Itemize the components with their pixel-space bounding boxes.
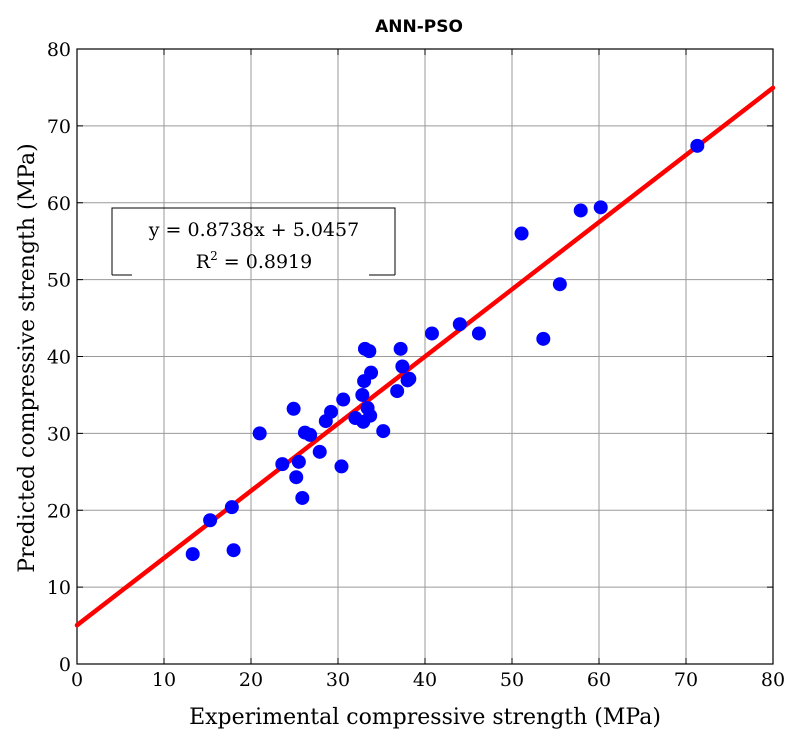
data-point bbox=[226, 543, 241, 558]
fit-line bbox=[74, 85, 776, 628]
data-point bbox=[286, 401, 301, 416]
data-point bbox=[334, 459, 349, 474]
y-axis-label: Predicted compressive strength (MPa) bbox=[15, 143, 40, 572]
fit-equation: y = 0.8738x + 5.0457 bbox=[148, 219, 359, 241]
r-squared: R2 = 0.8919 bbox=[196, 249, 312, 273]
y-tick-label: 60 bbox=[47, 193, 71, 215]
x-tick-label: 0 bbox=[71, 669, 83, 691]
data-point bbox=[593, 200, 608, 215]
equation-box-outline bbox=[111, 207, 396, 276]
data-point bbox=[452, 317, 467, 332]
r-squared-exponent: 2 bbox=[210, 249, 218, 263]
data-point bbox=[536, 331, 551, 346]
data-points bbox=[185, 138, 705, 562]
x-tick-label: 60 bbox=[587, 669, 611, 691]
y-tick-label: 0 bbox=[59, 654, 71, 676]
y-tick-label: 20 bbox=[47, 500, 71, 522]
r-squared-value: = 0.8919 bbox=[218, 251, 312, 273]
y-tick-label: 30 bbox=[47, 423, 71, 445]
data-point bbox=[364, 365, 379, 380]
x-tick-label: 30 bbox=[326, 669, 350, 691]
data-point bbox=[376, 424, 391, 439]
x-tick-label: 70 bbox=[674, 669, 698, 691]
y-tick-label: 40 bbox=[47, 347, 71, 369]
data-point bbox=[424, 326, 439, 341]
fit-line-group bbox=[74, 85, 776, 628]
data-point bbox=[362, 344, 377, 359]
data-point bbox=[395, 359, 410, 374]
data-point bbox=[295, 490, 310, 505]
data-point bbox=[224, 500, 239, 515]
y-tick-label: 10 bbox=[47, 577, 71, 599]
data-point bbox=[393, 341, 408, 356]
data-point bbox=[552, 277, 567, 292]
data-point bbox=[690, 138, 705, 153]
x-tick-label: 20 bbox=[239, 669, 263, 691]
chart-title: ANN-PSO bbox=[375, 17, 463, 37]
data-point bbox=[514, 226, 529, 241]
equation-box: y = 0.8738x + 5.0457 R2 = 0.8919 bbox=[111, 207, 396, 276]
data-point bbox=[312, 444, 327, 459]
grid bbox=[77, 49, 773, 664]
data-point bbox=[185, 547, 200, 562]
data-point bbox=[303, 427, 318, 442]
x-tick-label: 80 bbox=[761, 669, 785, 691]
ticks: 0 10 20 30 40 50 60 70 80 0 10 20 30 40 50 60 70 80 bbox=[47, 39, 785, 691]
data-point bbox=[252, 426, 267, 441]
data-point bbox=[336, 392, 351, 407]
x-axis-label: Experimental compressive strength (MPa) bbox=[189, 705, 661, 730]
data-point bbox=[324, 404, 339, 419]
x-tick-label: 40 bbox=[413, 669, 437, 691]
y-tick-label: 50 bbox=[47, 270, 71, 292]
data-point bbox=[291, 454, 306, 469]
data-point bbox=[355, 387, 370, 402]
data-point bbox=[390, 384, 405, 399]
x-tick-label: 50 bbox=[500, 669, 524, 691]
data-point bbox=[471, 326, 486, 341]
data-point bbox=[402, 371, 417, 386]
r-squared-prefix: R bbox=[196, 251, 211, 273]
data-point bbox=[203, 513, 218, 528]
data-point bbox=[573, 203, 588, 218]
y-tick-label: 70 bbox=[47, 116, 71, 138]
data-point bbox=[289, 470, 304, 485]
y-tick-label: 80 bbox=[47, 39, 71, 61]
x-tick-label: 10 bbox=[152, 669, 176, 691]
data-point bbox=[275, 457, 290, 472]
data-point bbox=[363, 408, 378, 423]
